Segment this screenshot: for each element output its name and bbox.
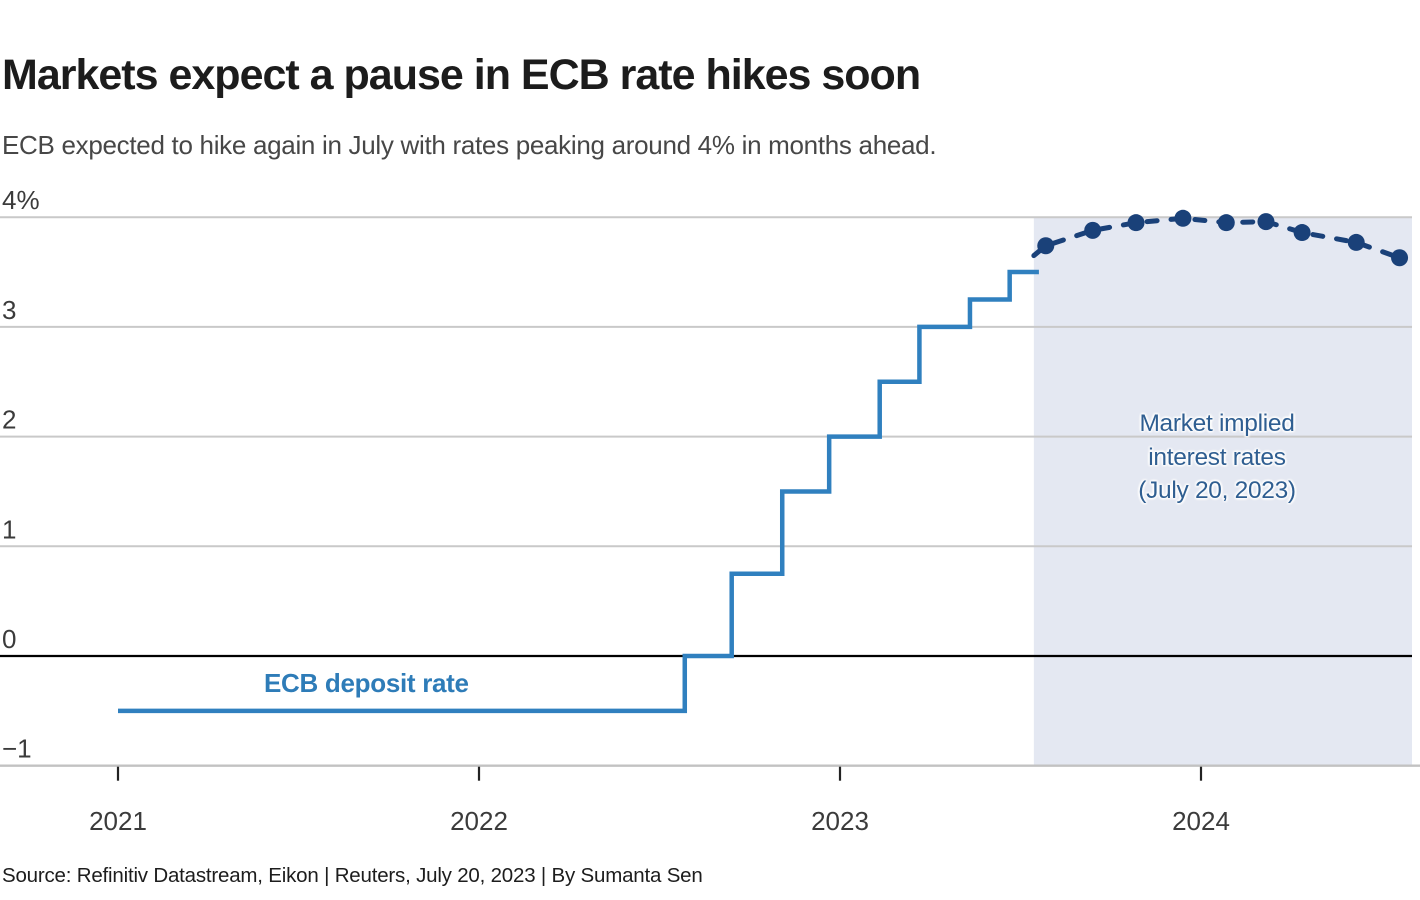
chart-subtitle: ECB expected to hike again in July with …: [2, 130, 937, 160]
implied-rates-annotation-line: interest rates: [1148, 443, 1286, 471]
x-axis-tick-label: 2022: [450, 806, 508, 836]
y-axis-tick-label: 2: [2, 405, 16, 435]
implied-rate-data-point: [1037, 237, 1055, 255]
y-axis-tick-label: 4%: [2, 185, 40, 215]
implied-rates-annotation: Market implied interest rates (July 20, …: [1067, 407, 1367, 508]
y-axis-tick-label: −1: [2, 734, 32, 764]
x-axis-tick-label: 2023: [811, 806, 869, 836]
implied-rate-data-point: [1347, 233, 1365, 251]
x-axis-tick-label: 2024: [1172, 806, 1230, 836]
source-attribution: Source: Refinitiv Datastream, Eikon | Re…: [2, 864, 703, 887]
implied-rate-data-point: [1084, 221, 1102, 239]
y-axis-tick-label: 3: [2, 295, 16, 325]
implied-rate-data-point: [1127, 214, 1145, 232]
deposit-rate-series-label: ECB deposit rate: [264, 668, 469, 698]
y-axis-tick-label: 0: [2, 624, 16, 654]
implied-rate-data-point: [1293, 224, 1311, 242]
x-axis-tick-label: 2021: [89, 806, 147, 836]
chart-title: Markets expect a pause in ECB rate hikes…: [2, 50, 921, 99]
y-axis-tick-label: 1: [2, 514, 16, 544]
implied-rate-dashed-line: [1031, 215, 1403, 261]
implied-rates-annotation-line: (July 20, 2023): [1138, 477, 1296, 504]
implied-rate-data-point: [1174, 209, 1192, 227]
implied-rate-data-point: [1257, 213, 1275, 231]
implied-rates-annotation-line: Market implied: [1139, 410, 1295, 437]
deposit-rate-step-line: [118, 269, 1039, 714]
implied-rate-data-point: [1391, 249, 1409, 267]
implied-rate-data-point: [1217, 214, 1235, 232]
forecast-shaded-region: [1033, 217, 1412, 766]
